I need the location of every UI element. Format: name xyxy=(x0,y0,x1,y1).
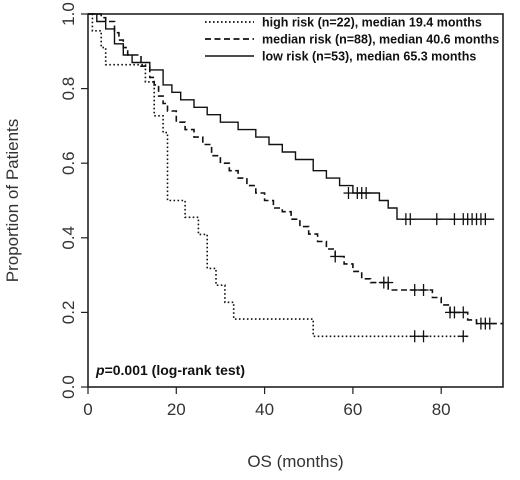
legend-entry: low risk (n=53), median 65.3 months xyxy=(262,50,476,64)
censor-mark xyxy=(458,330,469,343)
censor-mark xyxy=(449,213,460,226)
p-value-text: =0.001 (log-rank test) xyxy=(105,362,245,378)
censor-mark xyxy=(418,330,429,343)
legend: high risk (n=22), median 19.4 months medi… xyxy=(205,16,499,64)
censor-mark xyxy=(343,187,354,200)
x-tick-label: 0 xyxy=(83,400,92,419)
survival-curves xyxy=(88,13,503,338)
curve-dashed xyxy=(88,13,503,325)
y-tick-label: 0.2 xyxy=(59,301,78,325)
y-tick-label: 0.0 xyxy=(59,375,78,399)
x-tick-label: 60 xyxy=(343,400,362,419)
x-axis: 0 20 40 60 80 xyxy=(83,387,451,419)
y-tick-label: 0.6 xyxy=(59,151,78,175)
censor-mark xyxy=(405,213,416,226)
x-tick-label: 80 xyxy=(432,400,451,419)
censor-mark xyxy=(409,330,420,343)
censor-mark xyxy=(458,306,469,319)
y-axis: 0.0 0.2 0.4 0.6 0.8 1.0 xyxy=(59,2,88,399)
curve-solid xyxy=(88,13,495,220)
x-axis-label: OS (months) xyxy=(247,452,343,471)
censor-mark xyxy=(383,276,394,289)
log-rank-annotation: p=0.001 (log-rank test) xyxy=(95,362,245,378)
censor-mark xyxy=(361,187,372,200)
censor-mark xyxy=(449,306,460,319)
x-tick-label: 40 xyxy=(255,400,274,419)
censor-mark xyxy=(484,317,495,330)
x-tick-label: 20 xyxy=(167,400,186,419)
legend-entry: high risk (n=22), median 19.4 months xyxy=(262,16,482,30)
y-tick-label: 0.8 xyxy=(59,77,78,101)
p-symbol: p xyxy=(95,362,105,378)
censor-mark xyxy=(330,250,341,263)
y-tick-label: 0.4 xyxy=(59,226,78,250)
legend-entry: median risk (n=88), median 40.6 months xyxy=(262,33,499,47)
censor-mark xyxy=(480,213,491,226)
plot-frame xyxy=(87,13,504,388)
censor-mark xyxy=(409,284,420,297)
y-tick-label: 1.0 xyxy=(59,2,78,26)
censor-marks xyxy=(330,187,495,343)
censor-mark xyxy=(431,213,442,226)
y-axis-label: Proportion of Patients xyxy=(3,119,22,282)
censor-mark xyxy=(418,284,429,297)
